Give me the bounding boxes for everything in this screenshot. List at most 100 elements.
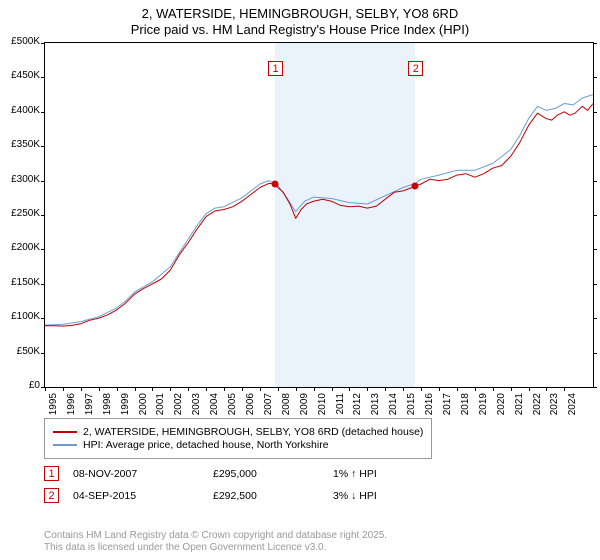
- sale-row-marker: 2: [44, 488, 59, 503]
- y-tick: [593, 146, 597, 147]
- x-axis-label: 2014: [388, 393, 399, 419]
- chart-title: 2, WATERSIDE, HEMINGBROUGH, SELBY, YO8 6…: [0, 0, 600, 37]
- series-red: [45, 104, 593, 327]
- x-axis-label: 1997: [84, 393, 95, 419]
- x-axis-label: 1998: [102, 393, 113, 419]
- y-tick: [593, 249, 597, 250]
- legend-row: 2, WATERSIDE, HEMINGBROUGH, SELBY, YO8 6…: [53, 426, 423, 438]
- series-blue: [45, 95, 593, 326]
- y-tick: [593, 43, 597, 44]
- y-axis-label: £0: [0, 380, 40, 391]
- x-tick: [546, 387, 547, 391]
- x-axis-label: 2007: [263, 393, 274, 419]
- x-axis-label: 2010: [317, 393, 328, 419]
- y-tick: [593, 215, 597, 216]
- x-tick: [135, 387, 136, 391]
- x-axis-label: 2009: [299, 393, 310, 419]
- sale-row-marker: 1: [44, 466, 59, 481]
- x-tick: [278, 387, 279, 391]
- x-tick: [117, 387, 118, 391]
- x-axis-label: 2020: [496, 393, 507, 419]
- title-subtitle: Price paid vs. HM Land Registry's House …: [0, 22, 600, 38]
- y-axis-label: £300K: [0, 174, 40, 185]
- sale-marker-dot: [272, 181, 279, 188]
- x-tick: [475, 387, 476, 391]
- y-tick: [593, 112, 597, 113]
- y-axis-label: £450K: [0, 70, 40, 81]
- x-tick: [296, 387, 297, 391]
- x-tick: [529, 387, 530, 391]
- x-axis-label: 2003: [191, 393, 202, 419]
- y-tick: [593, 318, 597, 319]
- y-tick: [593, 387, 597, 388]
- x-axis-label: 2000: [138, 393, 149, 419]
- legend: 2, WATERSIDE, HEMINGBROUGH, SELBY, YO8 6…: [44, 418, 432, 459]
- chart-lines: [45, 43, 593, 387]
- x-axis-label: 2015: [406, 393, 417, 419]
- x-tick: [99, 387, 100, 391]
- x-axis-label: 2004: [209, 393, 220, 419]
- sale-date: 08-NOV-2007: [73, 468, 213, 480]
- x-tick: [421, 387, 422, 391]
- y-axis-label: £50K: [0, 346, 40, 357]
- x-tick: [403, 387, 404, 391]
- y-tick: [593, 284, 597, 285]
- x-axis-label: 2005: [227, 393, 238, 419]
- y-tick: [593, 353, 597, 354]
- x-axis-label: 2024: [567, 393, 578, 419]
- x-tick: [385, 387, 386, 391]
- sale-price: £292,500: [213, 490, 333, 502]
- x-tick: [511, 387, 512, 391]
- footer: Contains HM Land Registry data © Crown c…: [44, 530, 387, 554]
- footer-license: This data is licensed under the Open Gov…: [44, 542, 387, 554]
- y-axis-label: £250K: [0, 208, 40, 219]
- legend-label: HPI: Average price, detached house, Nort…: [83, 439, 329, 451]
- x-axis-label: 2002: [173, 393, 184, 419]
- sale-marker-label: 2: [408, 61, 423, 76]
- y-tick: [593, 77, 597, 78]
- x-tick: [206, 387, 207, 391]
- y-axis-label: £500K: [0, 36, 40, 47]
- sale-marker-label: 1: [268, 61, 283, 76]
- x-tick: [314, 387, 315, 391]
- x-axis-label: 2016: [424, 393, 435, 419]
- sale-price: £295,000: [213, 468, 333, 480]
- x-tick: [493, 387, 494, 391]
- x-axis-label: 2013: [370, 393, 381, 419]
- x-tick: [367, 387, 368, 391]
- x-tick: [242, 387, 243, 391]
- sale-delta: 3% ↓ HPI: [333, 490, 377, 502]
- x-tick: [332, 387, 333, 391]
- legend-swatch: [53, 444, 77, 445]
- sale-row: 1 08-NOV-2007£295,0001% ↑ HPI: [44, 466, 377, 481]
- x-axis-label: 1995: [48, 393, 59, 419]
- title-address: 2, WATERSIDE, HEMINGBROUGH, SELBY, YO8 6…: [0, 6, 600, 22]
- x-tick: [188, 387, 189, 391]
- legend-row: HPI: Average price, detached house, Nort…: [53, 439, 423, 451]
- footer-copyright: Contains HM Land Registry data © Crown c…: [44, 530, 387, 542]
- x-axis-label: 2006: [245, 393, 256, 419]
- x-axis-label: 2023: [549, 393, 560, 419]
- y-tick: [593, 181, 597, 182]
- sale-delta: 1% ↑ HPI: [333, 468, 377, 480]
- x-axis-label: 2011: [335, 393, 346, 419]
- x-tick: [349, 387, 350, 391]
- y-axis-label: £100K: [0, 311, 40, 322]
- sale-date: 04-SEP-2015: [73, 490, 213, 502]
- y-axis-label: £150K: [0, 277, 40, 288]
- x-axis-label: 1996: [66, 393, 77, 419]
- x-tick: [224, 387, 225, 391]
- x-axis-label: 2001: [155, 393, 166, 419]
- x-axis-label: 1999: [120, 393, 131, 419]
- x-axis-label: 2012: [352, 393, 363, 419]
- x-axis-label: 2018: [460, 393, 471, 419]
- x-axis-label: 2021: [514, 393, 525, 419]
- legend-swatch: [53, 431, 77, 433]
- x-tick: [457, 387, 458, 391]
- legend-label: 2, WATERSIDE, HEMINGBROUGH, SELBY, YO8 6…: [83, 426, 423, 438]
- x-tick: [170, 387, 171, 391]
- sale-row: 2 04-SEP-2015£292,5003% ↓ HPI: [44, 488, 377, 503]
- y-axis-label: £200K: [0, 242, 40, 253]
- sale-marker-dot: [412, 182, 419, 189]
- x-axis-label: 2017: [442, 393, 453, 419]
